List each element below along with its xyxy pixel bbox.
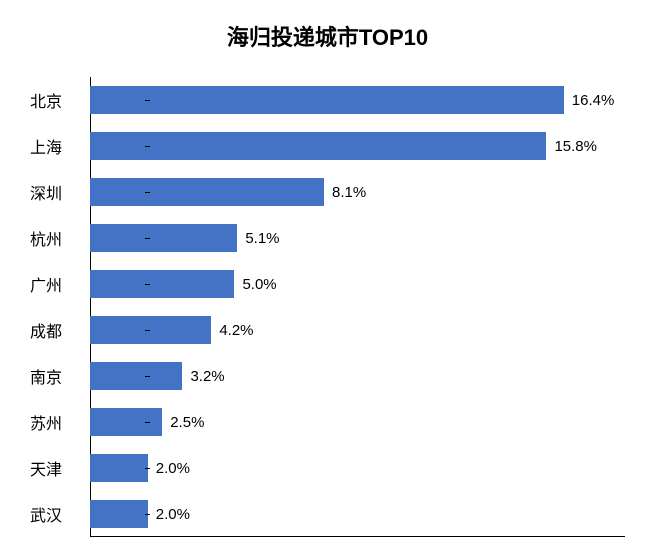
bar bbox=[90, 86, 564, 114]
bar-category-label: 武汉 bbox=[30, 502, 85, 526]
bar bbox=[90, 132, 546, 160]
bar bbox=[90, 270, 234, 298]
bar-category-label: 深圳 bbox=[30, 180, 85, 204]
bar-row: 苏州2.5% bbox=[90, 399, 625, 445]
bar-value-label: 5.1% bbox=[245, 230, 279, 247]
bar-category-label: 成都 bbox=[30, 318, 85, 342]
x-axis-line bbox=[90, 536, 625, 537]
bar-value-label: 3.2% bbox=[190, 368, 224, 385]
bar-category-label: 苏州 bbox=[30, 410, 85, 434]
chart-plot-area: 北京16.4%上海15.8%深圳8.1%杭州5.1%广州5.0%成都4.2%南京… bbox=[30, 77, 625, 537]
bar-row: 成都4.2% bbox=[90, 307, 625, 353]
bar-category-label: 南京 bbox=[30, 364, 85, 388]
axis-tick bbox=[145, 284, 150, 285]
bar bbox=[90, 454, 148, 482]
axis-tick bbox=[145, 330, 150, 331]
bar-row: 南京3.2% bbox=[90, 353, 625, 399]
bar bbox=[90, 224, 237, 252]
bar-value-label: 16.4% bbox=[572, 92, 615, 109]
bar-row: 深圳8.1% bbox=[90, 169, 625, 215]
chart-title: 海归投递城市TOP10 bbox=[30, 20, 625, 52]
bar-row: 广州5.0% bbox=[90, 261, 625, 307]
bar-value-label: 8.1% bbox=[332, 184, 366, 201]
bar-value-label: 2.0% bbox=[156, 506, 190, 523]
bar-row: 武汉2.0% bbox=[90, 491, 625, 537]
bar-category-label: 杭州 bbox=[30, 226, 85, 250]
axis-tick bbox=[145, 514, 150, 515]
axis-tick bbox=[145, 376, 150, 377]
axis-tick bbox=[145, 100, 150, 101]
axis-tick bbox=[145, 238, 150, 239]
axis-tick bbox=[145, 146, 150, 147]
bar bbox=[90, 178, 324, 206]
bar-row: 北京16.4% bbox=[90, 77, 625, 123]
bar-value-label: 4.2% bbox=[219, 322, 253, 339]
bar-category-label: 上海 bbox=[30, 134, 85, 158]
bar bbox=[90, 408, 162, 436]
bar-row: 上海15.8% bbox=[90, 123, 625, 169]
bar-value-label: 2.0% bbox=[156, 460, 190, 477]
bar-value-label: 2.5% bbox=[170, 414, 204, 431]
bar-category-label: 天津 bbox=[30, 456, 85, 480]
bar bbox=[90, 500, 148, 528]
axis-tick bbox=[145, 468, 150, 469]
bar-value-label: 15.8% bbox=[554, 138, 597, 155]
axis-tick bbox=[145, 192, 150, 193]
bar-category-label: 广州 bbox=[30, 272, 85, 296]
bar-category-label: 北京 bbox=[30, 88, 85, 112]
bar-value-label: 5.0% bbox=[242, 276, 276, 293]
bar bbox=[90, 316, 211, 344]
bar bbox=[90, 362, 182, 390]
bar-row: 杭州5.1% bbox=[90, 215, 625, 261]
axis-tick bbox=[145, 422, 150, 423]
bars-container: 北京16.4%上海15.8%深圳8.1%杭州5.1%广州5.0%成都4.2%南京… bbox=[90, 77, 625, 537]
bar-row: 天津2.0% bbox=[90, 445, 625, 491]
